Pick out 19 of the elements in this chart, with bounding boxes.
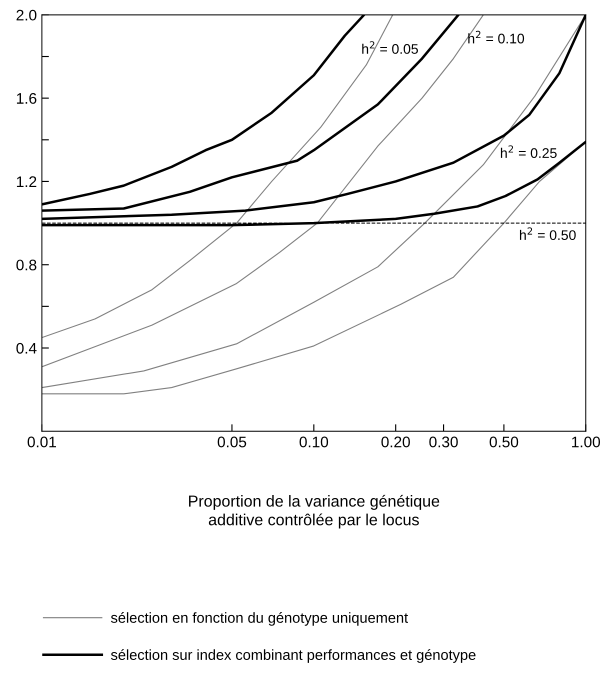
y-tick-label: 0.4 <box>16 342 37 354</box>
x-tick-label: 0.50 <box>490 436 518 448</box>
y-tick-label: 2.0 <box>16 10 36 21</box>
annotation: h$^{2}$ = 0.25 <box>500 145 557 158</box>
x-tick-label: 0.30 <box>429 436 458 448</box>
legend-label: sélection en fonction du génotype uniquement <box>110 612 408 626</box>
x-tick-label: 0.20 <box>381 436 410 448</box>
y-tick-label: 1.6 <box>16 93 36 104</box>
x-tick-label: 0.10 <box>300 436 328 448</box>
annotation: h$^{2}$ = 0.05 <box>362 41 418 54</box>
legend-label: sélection sur index combinant performances et génotype <box>110 649 476 663</box>
annotation: h$^{2}$ = 0.10 <box>468 30 524 44</box>
annotation: h$^{2}$ = 0.50 <box>520 227 576 240</box>
x-tick-label: 0.05 <box>218 436 246 448</box>
y-tick-label: 0.8 <box>16 260 36 270</box>
x-axis-title: Proportion de la variance génétique additive contrôlée par le locus <box>189 494 440 529</box>
y-tick-label: 1.2 <box>16 176 36 187</box>
x-tick-label: 1.00 <box>572 436 600 448</box>
x-tick-label: 0.01 <box>28 436 56 448</box>
